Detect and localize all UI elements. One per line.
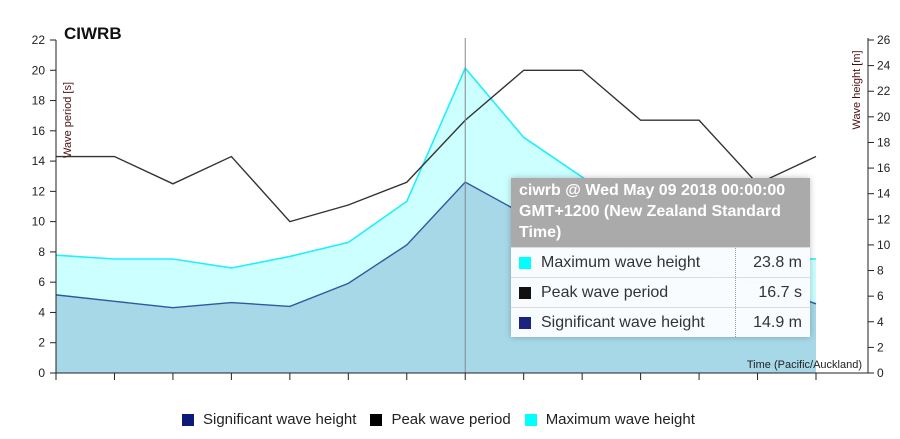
line-peak-wave-period — [56, 69, 817, 223]
y-tick-label-left: 0 — [38, 366, 45, 380]
y-tick-label-right: 8 — [877, 264, 884, 278]
y-tick-label-left: 2 — [38, 336, 45, 350]
y-tick-label-left: 8 — [38, 245, 45, 259]
y-tick-label-left: 4 — [38, 305, 45, 319]
y-tick-label-right: 0 — [877, 366, 884, 380]
y-tick-label-right: 6 — [877, 289, 884, 303]
tooltip-label: Significant wave height — [541, 313, 705, 331]
legend-label: Peak wave period — [391, 411, 511, 428]
y-tick-label-left: 18 — [32, 94, 46, 108]
swatch-icon — [182, 413, 194, 426]
legend-label: Maximum wave height — [545, 411, 695, 428]
x-axis-label: Time (Pacific/Auckland) — [747, 359, 862, 371]
swatch-icon — [519, 316, 531, 329]
y-tick-label-right: 18 — [877, 135, 891, 149]
y-tick-label-right: 10 — [877, 238, 891, 252]
legend-item-significant[interactable]: Significant wave height — [182, 411, 356, 428]
y-tick-label-left: 22 — [32, 33, 46, 47]
tooltip-row: Significant wave height 14.9 m — [511, 307, 810, 337]
swatch-icon — [519, 286, 531, 299]
legend-item-maximum[interactable]: Maximum wave height — [524, 411, 695, 428]
y-tick-label-left: 10 — [32, 215, 46, 229]
tooltip-label: Peak wave period — [541, 283, 669, 301]
legend-item-peak[interactable]: Peak wave period — [370, 411, 511, 428]
y-tick-label-right: 20 — [877, 110, 891, 124]
y-axis-label-left: Wave period [s] — [62, 82, 74, 158]
y-tick-label-right: 4 — [877, 315, 884, 329]
swatch-icon — [370, 413, 383, 426]
tooltip-value: 16.7 s — [735, 278, 810, 307]
y-tick-label-left: 16 — [32, 124, 46, 138]
y-tick-label-left: 14 — [32, 154, 46, 168]
y-axis-label-right: Wave height [m] — [851, 50, 863, 129]
y-tick-label-right: 16 — [877, 161, 891, 175]
legend-label: Significant wave height — [203, 411, 357, 428]
legend: Significant wave height Peak wave period… — [182, 411, 709, 428]
tooltip-header: ciwrb @ Wed May 09 2018 00:00:00 GMT+120… — [511, 178, 810, 247]
chart-title: CIWRB — [64, 24, 122, 43]
y-tick-label-left: 12 — [32, 184, 46, 198]
tooltip-value: 14.9 m — [735, 308, 810, 337]
swatch-icon — [524, 413, 537, 426]
y-tick-label-left: 20 — [32, 63, 46, 77]
y-tick-label-right: 12 — [877, 212, 891, 226]
y-tick-label-right: 2 — [877, 340, 884, 354]
y-tick-label-right: 14 — [877, 187, 891, 201]
tooltip-row: Maximum wave height 23.8 m — [511, 247, 810, 277]
tooltip-row: Peak wave period 16.7 s — [511, 277, 810, 307]
y-tick-label-right: 22 — [877, 84, 891, 98]
y-tick-label-right: 26 — [877, 33, 891, 47]
tooltip-label: Maximum wave height — [541, 253, 701, 271]
swatch-icon — [519, 256, 531, 269]
tooltip-value: 23.8 m — [735, 248, 810, 277]
y-tick-label-right: 24 — [877, 59, 891, 73]
tooltip: ciwrb @ Wed May 09 2018 00:00:00 GMT+120… — [511, 178, 810, 337]
y-tick-label-left: 6 — [38, 275, 45, 289]
